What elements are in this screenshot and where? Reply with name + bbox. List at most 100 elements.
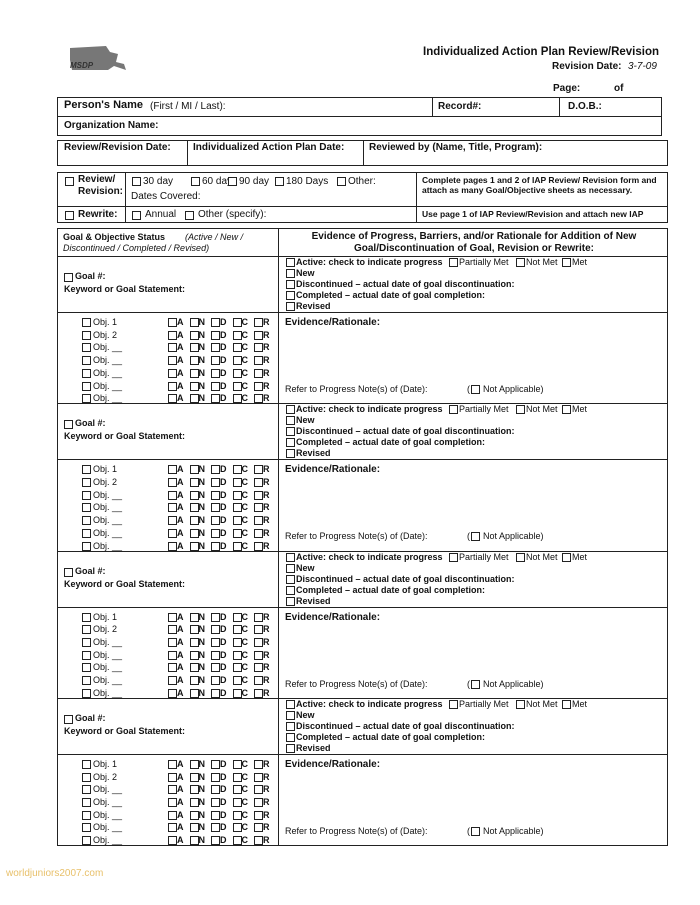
objective-code: R xyxy=(263,758,270,769)
objective-code: N xyxy=(198,637,206,647)
rule xyxy=(57,172,667,173)
objective: Obj. __ xyxy=(93,380,123,391)
checkbox xyxy=(168,356,177,366)
persons-name-hint: (First / MI / Last): xyxy=(150,101,226,112)
objective-code: A xyxy=(177,771,184,782)
objective: Obj. __ xyxy=(93,637,123,647)
checkbox xyxy=(168,836,177,846)
rule xyxy=(57,222,667,223)
objective: Obj. __ xyxy=(93,527,123,538)
checkbox xyxy=(286,438,295,448)
checkbox xyxy=(232,394,242,404)
objective-code: D xyxy=(220,393,227,404)
objective-code: R xyxy=(263,317,270,327)
rule xyxy=(57,606,667,608)
objective-code: D xyxy=(220,329,227,340)
checkbox xyxy=(232,625,242,635)
goal-label: Goal #: xyxy=(75,565,106,576)
objective: Obj. __ xyxy=(93,393,123,404)
objective-code: C xyxy=(241,367,249,378)
checkbox xyxy=(254,823,263,833)
objective-code: R xyxy=(263,835,270,846)
status-option: Discontinued – actual date of goal disco… xyxy=(296,573,515,584)
checkbox xyxy=(82,541,91,551)
checkbox xyxy=(189,663,199,673)
objective-code: R xyxy=(263,367,270,378)
checkbox xyxy=(562,405,571,415)
objective: Obj. __ xyxy=(93,784,123,795)
objective-code: A xyxy=(177,489,184,500)
rule xyxy=(57,845,667,846)
rule xyxy=(57,312,667,313)
status-option: New xyxy=(296,709,315,720)
checkbox xyxy=(232,688,242,698)
objective-code: D xyxy=(220,771,227,782)
checkbox xyxy=(516,699,525,709)
objective-code: C xyxy=(241,502,249,513)
checkbox xyxy=(254,541,263,551)
checkbox xyxy=(132,177,141,186)
checkbox xyxy=(254,528,263,538)
checkbox xyxy=(286,302,295,311)
day-option: Other: xyxy=(348,176,376,187)
objective-code: N xyxy=(198,355,206,366)
objective-code: N xyxy=(198,835,206,846)
objective-code: A xyxy=(177,477,184,487)
objective: Obj. __ xyxy=(93,662,123,673)
checkbox xyxy=(82,503,91,513)
objective-code: A xyxy=(177,611,184,622)
checkbox xyxy=(82,528,91,538)
objective-code: A xyxy=(177,317,184,327)
day-option: 90 day xyxy=(239,176,270,187)
na-paren: ( xyxy=(467,678,470,689)
checkbox xyxy=(189,394,199,404)
checkbox xyxy=(168,478,177,487)
objective-code: D xyxy=(220,835,227,846)
objective-code: N xyxy=(198,477,206,487)
objective: Obj. 2 xyxy=(93,624,118,635)
goal-label: Goal #: xyxy=(75,712,106,723)
rule xyxy=(667,228,668,846)
checkbox xyxy=(168,785,177,795)
objective-code: N xyxy=(198,624,206,635)
na-paren: ( xyxy=(467,825,470,836)
objective-code: C xyxy=(241,662,249,673)
objective: Obj. __ xyxy=(93,809,123,820)
checkbox xyxy=(286,563,295,573)
rule xyxy=(432,97,433,116)
progress-option: Met xyxy=(572,698,588,709)
rule xyxy=(57,753,667,755)
checkbox xyxy=(254,688,263,698)
evidence-label: Evidence/Rationale: xyxy=(285,464,381,476)
checkbox xyxy=(254,318,263,327)
rewrite-label: Rewrite: xyxy=(78,209,118,220)
checkbox xyxy=(168,528,177,538)
checkbox xyxy=(64,567,73,577)
objective-code: R xyxy=(263,502,270,513)
checkbox xyxy=(232,772,242,782)
evidence-label: Evidence/Rationale: xyxy=(285,758,381,770)
goal-label: Goal #: xyxy=(75,271,106,281)
checkbox xyxy=(82,394,91,404)
checkbox xyxy=(64,420,73,430)
objective-code: R xyxy=(263,489,270,500)
rule xyxy=(559,97,560,116)
objective-code: N xyxy=(198,687,206,698)
checkbox xyxy=(449,552,458,562)
objective-code: C xyxy=(241,822,249,833)
checkbox xyxy=(168,663,177,673)
checkbox xyxy=(211,676,220,686)
rule xyxy=(57,459,667,461)
refer-label: Refer to Progress Note(s) of (Date): xyxy=(285,384,428,394)
checkbox xyxy=(232,810,242,820)
objective-code: C xyxy=(241,464,249,475)
checkbox xyxy=(471,385,480,394)
rule xyxy=(57,165,667,166)
rule xyxy=(57,140,58,165)
rule xyxy=(57,172,58,222)
checkbox xyxy=(82,625,91,635)
objective-code: R xyxy=(263,797,270,807)
checkbox xyxy=(211,528,220,538)
dates-covered: Dates Covered: xyxy=(131,191,201,202)
